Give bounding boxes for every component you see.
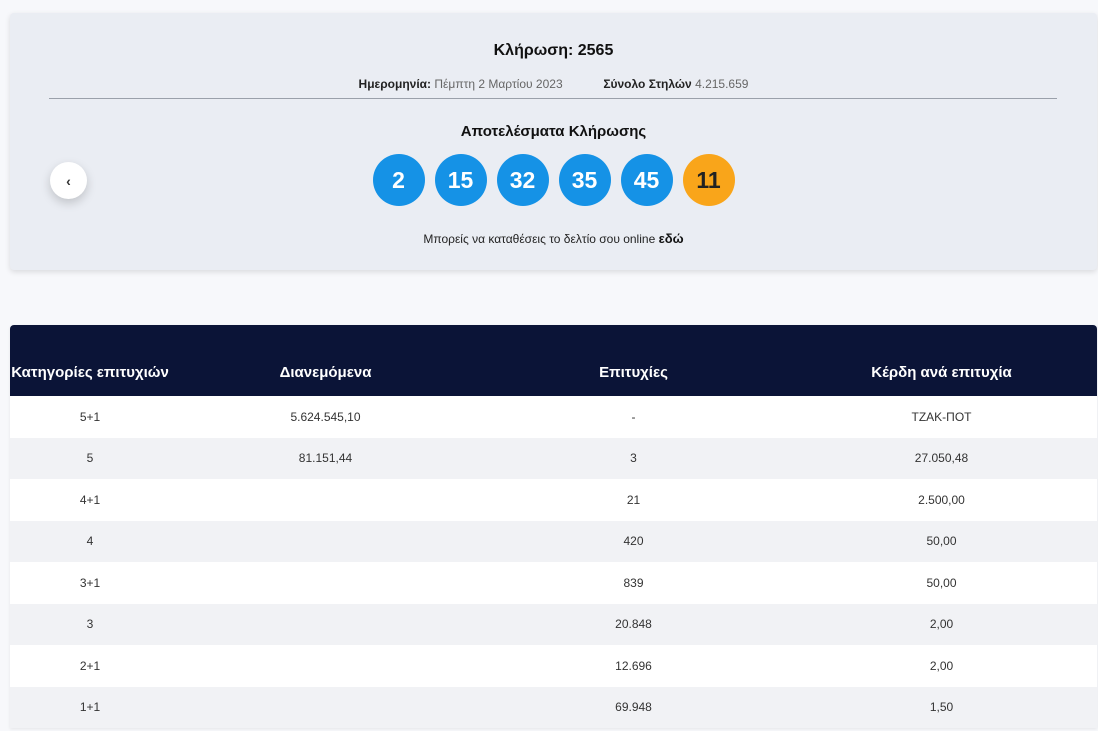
prize-cell: 1,50 [929, 700, 954, 715]
header-distributed: Διανεμόμενα [279, 364, 372, 381]
category-cell: 4+1 [79, 492, 101, 507]
category-cell: 2+1 [79, 658, 101, 673]
table-row: 3 20.848 2,00 [10, 603, 1097, 646]
prize-table: Κατηγορίες επιτυχιών Διανεμόμενα Επιτυχί… [10, 325, 1097, 728]
online-note: Μπορείς να καταθέσεις το δελτίο σου onli… [10, 231, 1097, 246]
previous-draw-button[interactable]: ‹ [50, 162, 87, 199]
draw-info-card: Κλήρωση: 2565 Ημερομηνία: Πέμπτη 2 Μαρτί… [10, 13, 1097, 270]
bonus-number-ball: 11 [682, 154, 735, 206]
number-ball: 2 [372, 154, 425, 206]
draw-title: Κλήρωση: 2565 [493, 42, 614, 59]
divider [49, 98, 1057, 99]
prize-cell: ΤΖΑΚ-ΠΟΤ [911, 409, 972, 424]
table-row: 1+1 69.948 1,50 [10, 686, 1097, 729]
date-label: Ημερομηνία: [358, 77, 432, 91]
winners-cell: 420 [623, 534, 644, 549]
distributed-cell: 5.624.545,10 [290, 409, 361, 424]
winners-cell: - [631, 409, 636, 424]
number-ball: 15 [434, 154, 487, 206]
winners-cell: 20.848 [615, 617, 652, 632]
columns-label: Σύνολο Στηλών [603, 77, 692, 91]
table-row: 2+1 12.696 2,00 [10, 645, 1097, 687]
distributed-cell [170, 479, 481, 521]
table-row: 5 81.151,44 3 27.050,48 [10, 437, 1097, 479]
number-ball: 35 [558, 154, 611, 206]
online-here-link[interactable]: εδώ [658, 231, 684, 246]
category-cell: 5 [86, 451, 94, 466]
category-cell: 3 [86, 617, 94, 632]
online-note-text: Μπορείς να καταθέσεις το δελτίο σου onli… [423, 232, 656, 246]
table-row: 4 420 50,00 [10, 520, 1097, 563]
category-cell: 4 [86, 534, 94, 549]
distributed-cell [170, 645, 481, 687]
distributed-cell: 81.151,44 [298, 451, 353, 466]
table-row: 5+1 5.624.545,10 - ΤΖΑΚ-ΠΟΤ [10, 396, 1097, 438]
columns-value: 4.215.659 [695, 77, 749, 91]
table-header: Κατηγορίες επιτυχιών Διανεμόμενα Επιτυχί… [10, 325, 1097, 396]
winners-cell: 12.696 [615, 658, 652, 673]
prize-cell: 27.050,48 [914, 451, 969, 466]
distributed-cell [170, 604, 481, 646]
prize-cell: 2,00 [929, 658, 954, 673]
table-row: 4+1 21 2.500,00 [10, 479, 1097, 521]
distributed-cell [170, 687, 481, 729]
table-body: 5+1 5.624.545,10 - ΤΖΑΚ-ΠΟΤ 5 81.151,44 … [10, 396, 1097, 728]
winning-numbers: 2 15 32 35 45 11 [10, 154, 1097, 206]
winners-cell: 3 [630, 451, 637, 466]
draw-meta: Ημερομηνία: Πέμπτη 2 Μαρτίου 2023 Σύνολο… [10, 77, 1097, 91]
prize-cell: 2,00 [929, 617, 954, 632]
prize-cell: 50,00 [926, 534, 957, 549]
header-categories: Κατηγορίες επιτυχιών [11, 364, 169, 381]
distributed-cell [170, 521, 481, 563]
category-cell: 3+1 [79, 575, 101, 590]
category-cell: 5+1 [79, 409, 101, 424]
date-value: Πέμπτη 2 Μαρτίου 2023 [434, 77, 563, 91]
header-prize-per-winner: Κέρδη ανά επιτυχία [871, 364, 1012, 381]
number-ball: 45 [620, 154, 673, 206]
category-cell: 1+1 [79, 700, 101, 715]
chevron-left-icon: ‹ [66, 172, 71, 189]
winners-cell: 69.948 [615, 700, 652, 715]
table-row: 3+1 839 50,00 [10, 562, 1097, 604]
results-heading: Αποτελέσματα Κλήρωσης [460, 123, 647, 140]
winners-cell: 21 [626, 492, 641, 507]
prize-cell: 2.500,00 [918, 492, 965, 507]
distributed-cell [170, 562, 481, 604]
header-winners: Επιτυχίες [599, 364, 668, 381]
winners-cell: 839 [623, 575, 644, 590]
number-ball: 32 [496, 154, 549, 206]
prize-cell: 50,00 [926, 575, 957, 590]
